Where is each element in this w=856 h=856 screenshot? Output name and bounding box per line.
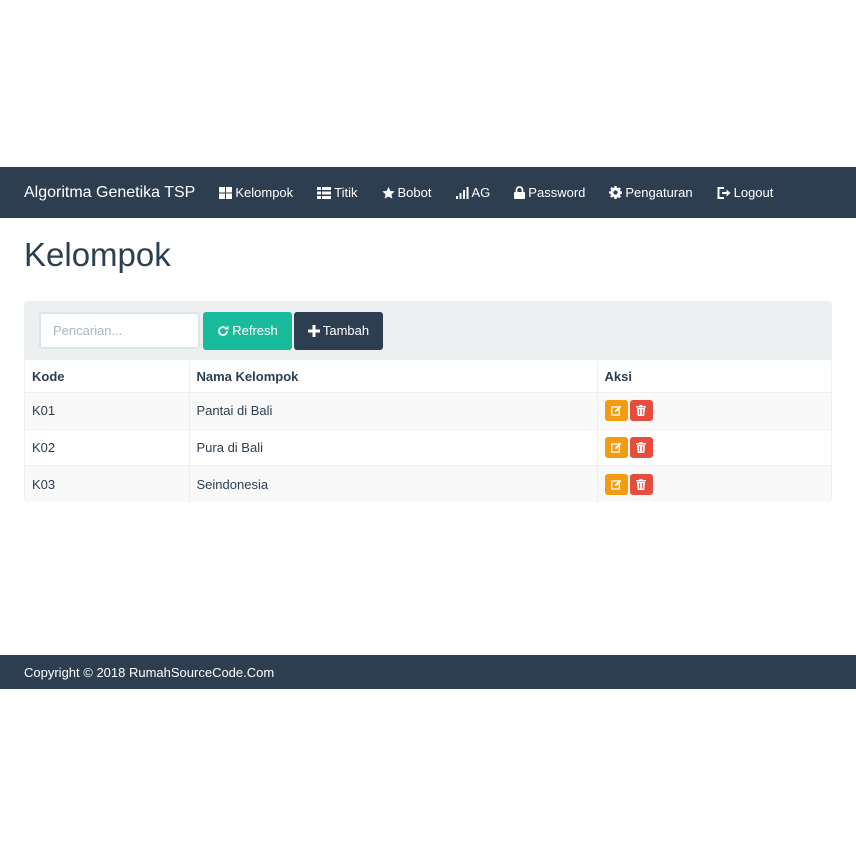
plus-icon: [307, 324, 320, 337]
nav-item-bobot[interactable]: Bobot: [370, 167, 444, 218]
cell-nama: Seindonesia: [188, 465, 597, 502]
delete-button[interactable]: [629, 436, 653, 458]
list-icon: [317, 186, 332, 199]
refresh-icon: [217, 325, 229, 337]
cell-kode: K01: [25, 392, 189, 429]
copyright-text: Copyright © 2018 RumahSourceCode.Com: [24, 664, 275, 680]
cell-aksi: [596, 392, 831, 429]
trash-icon: [636, 405, 646, 417]
navbar: Algoritma Genetika TSP Kelompok Titik Bo…: [0, 167, 856, 218]
nav-item-label: Pengaturan: [625, 185, 693, 200]
nav-item-label: Titik: [334, 185, 358, 200]
edit-icon: [610, 405, 621, 416]
signal-icon: [455, 186, 469, 199]
nav-item-titik[interactable]: Titik: [305, 167, 369, 218]
nav-item-label: Password: [528, 185, 586, 200]
cell-nama: Pantai di Bali: [188, 392, 597, 429]
cell-aksi: [596, 428, 831, 466]
nav-item-logout[interactable]: Logout: [705, 167, 786, 218]
column-header-nama: Nama Kelompok: [188, 359, 597, 393]
nav-menu: Kelompok Titik Bobot AG Password: [207, 167, 785, 218]
data-table: Kode Nama Kelompok Aksi K01 Pantai di Ba…: [25, 359, 831, 502]
nav-item-pengaturan[interactable]: Pengaturan: [597, 167, 704, 218]
nav-item-label: Logout: [733, 185, 774, 200]
table-row: K03 Seindonesia: [25, 465, 831, 502]
data-panel: Refresh Tambah Kode Nama Kelompok Aksi K…: [24, 301, 832, 502]
logout-icon: [717, 186, 731, 199]
nav-item-kelompok[interactable]: Kelompok: [207, 167, 305, 218]
edit-button[interactable]: [604, 473, 628, 495]
table-row: K01 Pantai di Bali: [25, 392, 831, 429]
grid-icon: [219, 186, 233, 199]
cell-kode: K02: [25, 428, 189, 466]
delete-button[interactable]: [629, 473, 653, 495]
refresh-button[interactable]: Refresh: [203, 311, 292, 350]
page-title: Kelompok: [24, 236, 171, 273]
cell-kode: K03: [25, 465, 189, 502]
star-icon: [381, 186, 395, 199]
footer: Copyright © 2018 RumahSourceCode.Com: [0, 655, 856, 689]
delete-button[interactable]: [629, 400, 653, 422]
column-header-aksi: Aksi: [596, 359, 831, 393]
edit-icon: [610, 479, 621, 490]
table-row: K02 Pura di Bali: [25, 428, 831, 466]
refresh-label: Refresh: [232, 323, 278, 338]
add-button[interactable]: Tambah: [294, 311, 383, 350]
trash-icon: [636, 478, 646, 490]
toolbar: Refresh Tambah: [25, 302, 831, 359]
edit-button[interactable]: [604, 436, 628, 458]
nav-item-password[interactable]: Password: [502, 167, 597, 218]
search-input[interactable]: [39, 312, 200, 349]
add-label: Tambah: [322, 323, 370, 338]
trash-icon: [636, 441, 646, 453]
column-header-kode: Kode: [25, 359, 189, 393]
lock-icon: [514, 186, 526, 199]
gear-icon: [609, 186, 623, 199]
nav-item-label: Kelompok: [235, 185, 294, 200]
table-header-row: Kode Nama Kelompok Aksi: [25, 359, 831, 393]
cell-aksi: [596, 465, 831, 502]
nav-item-label: Bobot: [397, 185, 432, 200]
edit-icon: [610, 442, 621, 453]
nav-item-label: AG: [471, 185, 491, 200]
navbar-brand[interactable]: Algoritma Genetika TSP: [24, 183, 196, 201]
edit-button[interactable]: [604, 400, 628, 422]
cell-nama: Pura di Bali: [188, 428, 597, 466]
nav-item-ag[interactable]: AG: [444, 167, 503, 218]
